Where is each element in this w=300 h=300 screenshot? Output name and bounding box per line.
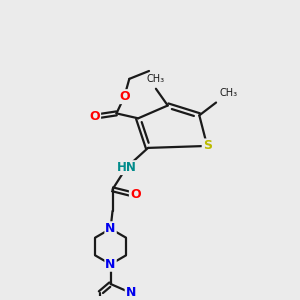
Text: O: O <box>89 110 100 123</box>
Text: N: N <box>105 258 116 271</box>
Text: S: S <box>203 140 212 152</box>
Text: CH₃: CH₃ <box>219 88 237 98</box>
Text: N: N <box>105 222 116 235</box>
Text: N: N <box>126 286 136 299</box>
Text: CH₃: CH₃ <box>147 74 165 84</box>
Text: O: O <box>130 188 140 201</box>
Text: HN: HN <box>116 161 136 174</box>
Text: O: O <box>119 90 130 103</box>
